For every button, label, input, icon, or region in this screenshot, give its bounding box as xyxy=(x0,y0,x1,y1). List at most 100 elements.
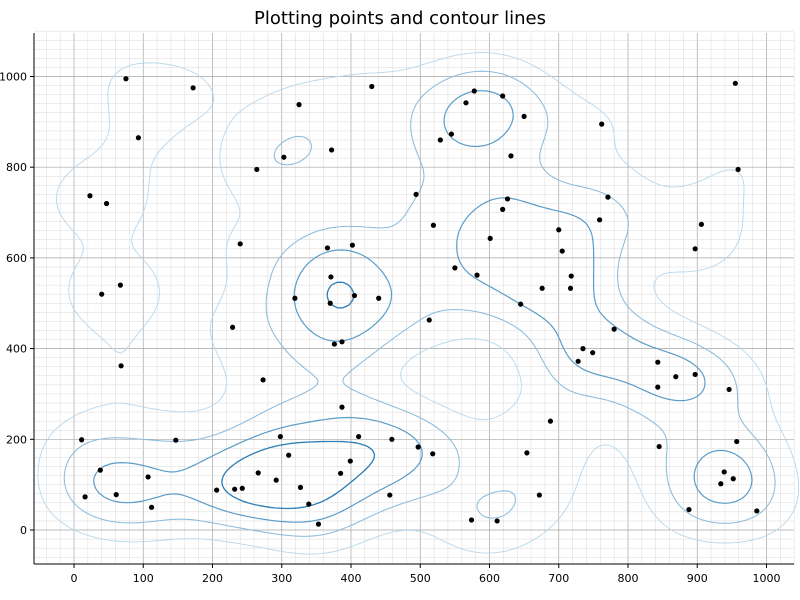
data-point xyxy=(734,438,740,445)
data-point xyxy=(468,517,475,523)
data-point xyxy=(329,147,335,153)
data-point xyxy=(339,339,345,345)
data-point xyxy=(575,358,581,364)
data-points xyxy=(79,76,760,527)
data-point xyxy=(556,227,562,233)
contour-line-level-3 xyxy=(93,90,753,523)
contour-line-level-2 xyxy=(63,70,776,537)
data-point xyxy=(338,470,344,476)
data-point xyxy=(327,300,333,306)
data-point xyxy=(349,242,355,248)
data-point xyxy=(315,521,322,527)
data-point xyxy=(296,102,302,108)
data-point xyxy=(504,196,511,202)
data-point xyxy=(597,217,603,223)
data-point xyxy=(232,486,238,492)
data-point xyxy=(426,317,432,323)
data-point xyxy=(135,135,142,141)
data-point xyxy=(437,137,443,143)
data-point xyxy=(605,194,611,200)
data-point xyxy=(324,245,331,251)
data-point xyxy=(339,404,345,410)
data-point xyxy=(430,451,436,457)
data-point xyxy=(351,292,358,299)
data-point xyxy=(718,481,724,487)
data-point xyxy=(389,436,395,442)
y-tick-label: 400 xyxy=(6,343,27,356)
data-point xyxy=(306,501,312,507)
data-point xyxy=(99,291,105,297)
data-point xyxy=(590,350,596,356)
data-point xyxy=(692,246,698,252)
data-point xyxy=(567,285,574,291)
data-point xyxy=(452,265,458,271)
data-point xyxy=(518,301,524,307)
data-point xyxy=(754,508,760,514)
data-point xyxy=(356,433,362,440)
data-point xyxy=(471,88,477,94)
data-point xyxy=(580,346,586,352)
data-point xyxy=(79,437,85,443)
data-point xyxy=(229,324,236,330)
data-point xyxy=(118,363,124,369)
data-point xyxy=(721,469,727,475)
x-tick-label: 500 xyxy=(410,572,431,585)
data-point xyxy=(237,241,243,247)
data-point xyxy=(376,295,382,301)
data-point xyxy=(292,295,298,301)
data-point xyxy=(328,274,334,280)
y-tick-label: 1000 xyxy=(0,71,27,84)
data-point xyxy=(87,193,93,199)
data-point xyxy=(103,200,110,207)
data-point xyxy=(97,467,103,473)
contour-line-level-1 xyxy=(37,52,800,555)
y-tick-label: 600 xyxy=(6,252,27,265)
x-tick-label: 1000 xyxy=(753,572,781,585)
data-point xyxy=(190,85,196,91)
data-point xyxy=(260,377,266,383)
data-point xyxy=(536,492,542,498)
data-point xyxy=(611,326,617,332)
data-point xyxy=(521,113,527,120)
data-point xyxy=(255,470,261,476)
data-point xyxy=(655,359,661,365)
data-point xyxy=(117,282,123,288)
x-tick-label: 100 xyxy=(133,572,154,585)
x-tick-label: 800 xyxy=(618,572,639,585)
contour-lines xyxy=(37,52,800,555)
data-point xyxy=(286,452,292,458)
data-point xyxy=(82,494,88,500)
data-point xyxy=(726,386,732,393)
data-point xyxy=(568,273,574,279)
data-point xyxy=(413,191,419,198)
y-tick-label: 200 xyxy=(6,433,27,446)
data-point xyxy=(599,121,605,127)
x-tick-label: 300 xyxy=(271,572,292,585)
data-point xyxy=(524,450,530,456)
data-point xyxy=(448,131,455,137)
data-point xyxy=(369,83,375,90)
data-point xyxy=(673,374,679,380)
data-point xyxy=(387,492,393,498)
chart-title: Plotting points and contour lines xyxy=(254,8,546,29)
y-tick-label: 0 xyxy=(20,524,27,537)
data-point xyxy=(463,100,469,106)
data-point xyxy=(273,477,279,483)
data-point xyxy=(123,76,129,82)
data-point xyxy=(277,433,283,440)
data-point xyxy=(173,437,179,443)
x-tick-label: 0 xyxy=(71,572,78,585)
data-point xyxy=(508,153,514,159)
data-point xyxy=(145,474,151,480)
data-point xyxy=(494,518,500,524)
data-point xyxy=(113,492,119,498)
data-point xyxy=(347,458,353,464)
x-tick-label: 700 xyxy=(548,572,569,585)
x-tick-label: 400 xyxy=(341,572,362,585)
data-point xyxy=(214,487,220,493)
data-point xyxy=(281,154,287,160)
y-tick-label: 800 xyxy=(6,161,27,174)
data-point xyxy=(692,371,698,378)
data-point xyxy=(559,248,565,254)
data-point xyxy=(732,80,738,86)
